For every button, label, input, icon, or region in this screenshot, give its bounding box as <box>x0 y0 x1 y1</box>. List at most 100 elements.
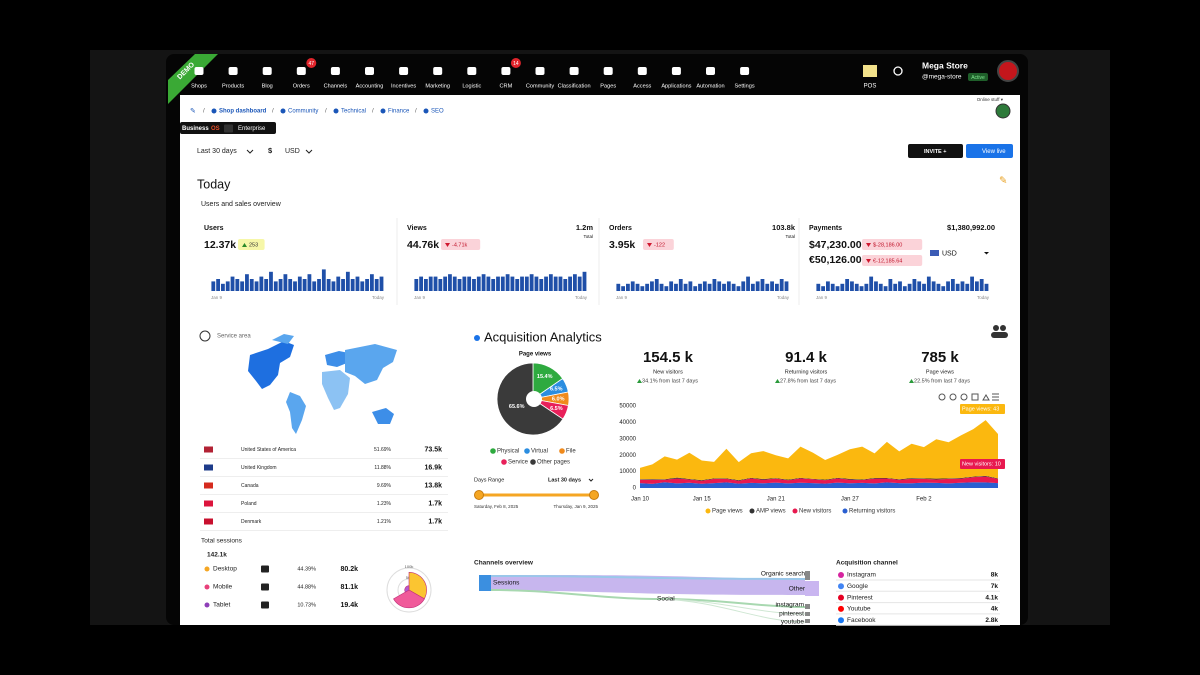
spark-bar <box>582 271 587 291</box>
channel-icon <box>838 572 844 578</box>
legend-swatch <box>749 508 755 514</box>
legend-label[interactable]: Returning visitors <box>849 509 895 515</box>
view-live-button[interactable] <box>966 144 1013 158</box>
breadcrumb-item[interactable]: Finance <box>388 109 410 115</box>
currency-select[interactable]: USD <box>285 148 300 155</box>
nav-label[interactable]: Products <box>222 83 244 89</box>
breadcrumb-item[interactable]: SEO <box>431 109 444 115</box>
nav-icon[interactable] <box>330 67 340 75</box>
legend-label[interactable]: AMP views <box>756 509 786 515</box>
online-menu[interactable]: Online stuff ▾ <box>977 97 1004 102</box>
nav-icon[interactable] <box>194 67 204 75</box>
refresh-icon[interactable] <box>893 66 903 76</box>
nav-icon[interactable] <box>603 67 613 75</box>
breadcrumb-item[interactable]: Technical <box>341 109 366 115</box>
area-series <box>640 476 998 484</box>
view-live-label[interactable]: View live <box>982 149 1006 155</box>
nav-label[interactable]: Logistic <box>462 83 481 89</box>
spark-bar <box>510 276 515 291</box>
nav-label[interactable]: Marketing <box>425 83 450 89</box>
nav-label[interactable]: Accounting <box>356 83 384 89</box>
range-handle[interactable] <box>589 490 599 500</box>
nav-label[interactable]: Incentives <box>391 83 416 89</box>
spark-bar <box>457 279 462 291</box>
nav-label[interactable]: Orders <box>293 83 310 89</box>
breadcrumb-icon <box>333 108 339 114</box>
nav-icon[interactable] <box>228 67 238 75</box>
spark-start: Jan 9 <box>211 295 223 300</box>
nav-label[interactable]: Pages <box>600 83 616 89</box>
nav-label[interactable]: Classification <box>558 83 591 89</box>
channel-icon <box>838 617 844 624</box>
spark-bar <box>529 274 534 291</box>
pos-label[interactable]: POS <box>864 84 877 90</box>
legend-label[interactable]: Page views <box>712 509 743 515</box>
nav-icon[interactable] <box>296 67 306 75</box>
nav-icon[interactable] <box>365 67 374 75</box>
currency-select[interactable]: USD <box>942 250 957 257</box>
tool[interactable] <box>992 393 999 401</box>
nav-label[interactable]: Community <box>526 83 554 89</box>
avatar[interactable] <box>997 60 1019 82</box>
range-handle[interactable] <box>474 490 484 500</box>
breadcrumb-sep: / <box>272 109 274 115</box>
spark-bar <box>635 283 640 291</box>
nav-label[interactable]: Automation <box>696 83 724 89</box>
nav-icon[interactable] <box>671 67 681 75</box>
spark-bar <box>572 274 577 291</box>
spark-bar <box>784 281 789 291</box>
legend-label[interactable]: New visitors <box>799 509 831 515</box>
spark-bar <box>883 286 888 291</box>
nav-icon[interactable] <box>433 67 443 75</box>
nav-icon[interactable] <box>262 67 272 75</box>
nav-icon[interactable] <box>740 67 750 75</box>
days-range-period[interactable]: Last 30 days <box>548 477 581 483</box>
nav-icon[interactable] <box>501 67 511 75</box>
spark-bar <box>845 279 850 291</box>
people-icon[interactable] <box>991 325 1008 338</box>
breadcrumb-icon <box>211 108 217 114</box>
edition-brand: Business <box>182 126 209 132</box>
country-value: 1.7k <box>428 518 442 525</box>
nav-icon[interactable] <box>535 67 545 75</box>
breadcrumb-icon <box>423 108 429 114</box>
spark-bar <box>326 279 331 291</box>
nav-icon[interactable] <box>467 67 477 75</box>
pos-icon <box>863 65 877 77</box>
invite-button[interactable] <box>908 144 963 158</box>
country-share: 9.69% <box>377 483 392 489</box>
nav-label[interactable]: Shops <box>191 83 207 89</box>
nav-icon[interactable] <box>637 67 647 75</box>
edit-icon[interactable]: ✎ <box>999 176 1007 187</box>
home-icon[interactable]: ✎ <box>190 108 196 115</box>
user-avatar[interactable] <box>995 103 1011 119</box>
period-select[interactable]: Last 30 days <box>197 148 237 155</box>
tool[interactable] <box>938 393 946 401</box>
nav-label[interactable]: Applications <box>661 83 691 89</box>
tool[interactable] <box>982 394 990 401</box>
nav-icon[interactable] <box>569 67 579 75</box>
invite-label[interactable]: INVITE + <box>924 149 946 155</box>
nav-label[interactable]: Blog <box>262 83 273 89</box>
y-tick-label: 10000 <box>619 469 636 475</box>
nav-icon[interactable] <box>399 67 409 75</box>
nav-label[interactable]: Settings <box>734 83 754 89</box>
channel-value: 8k <box>991 572 999 579</box>
breadcrumb-item[interactable]: Shop dashboard <box>219 109 267 115</box>
tooltip <box>960 459 1005 469</box>
nav-label[interactable]: Access <box>633 83 651 89</box>
service-toggle[interactable] <box>199 330 211 342</box>
breadcrumb-item[interactable]: Community <box>288 109 318 115</box>
country-value: 16.9k <box>424 464 442 471</box>
tool[interactable] <box>960 393 968 401</box>
spark-bar <box>365 279 369 291</box>
nav-label[interactable]: CRM <box>500 83 513 89</box>
chart-toolbar[interactable] <box>938 393 999 401</box>
nav-label[interactable]: Channels <box>324 83 348 89</box>
card-title: Views <box>407 225 427 232</box>
stat-label: New visitors <box>653 369 683 375</box>
tool[interactable] <box>949 393 957 401</box>
nav-icon[interactable] <box>706 67 715 75</box>
tool[interactable] <box>971 393 979 401</box>
